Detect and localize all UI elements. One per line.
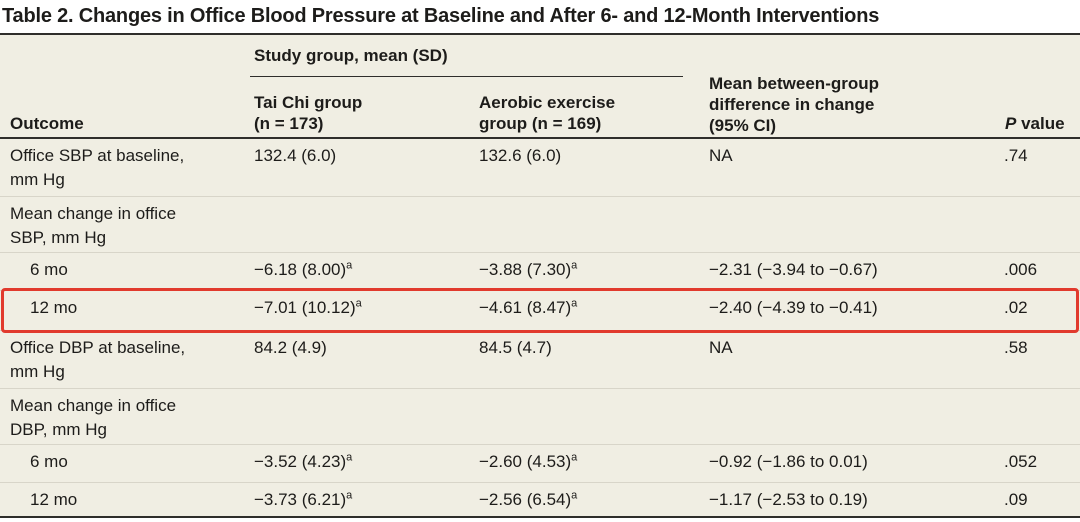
footnote-marker: a bbox=[571, 489, 578, 502]
difference-cell: NA bbox=[709, 338, 733, 357]
aerobic-cell: −3.88 (7.30)a bbox=[479, 259, 578, 279]
footnote-marker: a bbox=[346, 451, 353, 464]
footnote-marker: a bbox=[571, 451, 578, 464]
p-value-cell: .09 bbox=[1004, 490, 1028, 509]
table-row-dbp-12mo: 12 mo −3.73 (6.21)a −2.56 (6.54)a −1.17 … bbox=[0, 483, 1080, 516]
aerobic-cell: 84.5 (4.7) bbox=[479, 338, 552, 357]
footnote-marker: a bbox=[571, 297, 578, 310]
table-header: Study group, mean (SD) Mean between-grou… bbox=[0, 35, 1080, 139]
aerobic-cell: −2.60 (4.53)a bbox=[479, 451, 578, 471]
column-header-p-value: P value bbox=[1000, 113, 1080, 139]
footnote-marker: a bbox=[346, 489, 353, 502]
outcome-cell: Office DBP at baseline, mm Hg bbox=[10, 338, 186, 381]
table-row-sbp-6mo: 6 mo −6.18 (8.00)a −3.88 (7.30)a −2.31 (… bbox=[0, 253, 1080, 291]
difference-cell: NA bbox=[709, 146, 733, 165]
table-row-sbp-12mo: 12 mo −7.01 (10.12)a −4.61 (8.47)a −2.40… bbox=[0, 288, 1080, 333]
p-value-cell: .006 bbox=[1004, 260, 1038, 279]
footnote-marker: a bbox=[346, 259, 353, 272]
difference-cell bbox=[705, 389, 1000, 444]
column-header-tai-chi-group: Tai Chi group (n = 173) bbox=[254, 93, 363, 133]
p-value-italic-p: P bbox=[1005, 114, 1017, 133]
difference-cell: −0.92 (−1.86 to 0.01) bbox=[709, 452, 868, 471]
outcome-cell: Office SBP at baseline, mm Hg bbox=[10, 146, 185, 189]
aerobic-cell: 132.6 (6.0) bbox=[479, 146, 562, 165]
outcome-cell: Mean change in office SBP, mm Hg bbox=[10, 204, 177, 247]
p-value-cell: .052 bbox=[1004, 452, 1038, 471]
table-row-mean-change-dbp: Mean change in office DBP, mm Hg bbox=[0, 389, 1080, 445]
table-2: Study group, mean (SD) Mean between-grou… bbox=[0, 33, 1080, 518]
aerobic-cell bbox=[475, 389, 705, 444]
column-header-aerobic-exercise-group: Aerobic exercise group (n = 169) bbox=[479, 93, 616, 133]
aerobic-cell: −2.56 (6.54)a bbox=[479, 489, 578, 509]
difference-cell: −1.17 (−2.53 to 0.19) bbox=[709, 490, 868, 509]
difference-cell: −2.40 (−4.39 to −0.41) bbox=[709, 298, 878, 317]
p-value-cell bbox=[1000, 197, 1080, 252]
tai-chi-cell: −6.18 (8.00)a bbox=[254, 259, 353, 279]
table-title: Table 2. Changes in Office Blood Pressur… bbox=[2, 5, 880, 27]
table-row-office-dbp-baseline: Office DBP at baseline, mm Hg 84.2 (4.9)… bbox=[0, 331, 1080, 389]
p-value-cell bbox=[1000, 389, 1080, 444]
difference-cell bbox=[705, 197, 1000, 252]
tai-chi-cell: −3.73 (6.21)a bbox=[254, 489, 353, 509]
tai-chi-cell: 84.2 (4.9) bbox=[254, 338, 327, 357]
difference-cell: −2.31 (−3.94 to −0.67) bbox=[709, 260, 878, 279]
aerobic-cell: −4.61 (8.47)a bbox=[479, 297, 578, 317]
column-group-header-study-group: Study group, mean (SD) bbox=[250, 35, 683, 77]
table-row-office-sbp-baseline: Office SBP at baseline, mm Hg 132.4 (6.0… bbox=[0, 139, 1080, 197]
tai-chi-cell: −7.01 (10.12)a bbox=[254, 297, 362, 317]
tai-chi-cell: 132.4 (6.0) bbox=[254, 146, 337, 165]
footnote-marker: a bbox=[571, 259, 578, 272]
table-row-mean-change-sbp: Mean change in office SBP, mm Hg bbox=[0, 197, 1080, 253]
tai-chi-cell bbox=[250, 389, 475, 444]
aerobic-cell bbox=[475, 197, 705, 252]
column-header-between-group-difference: Mean between-group difference in change … bbox=[709, 74, 880, 135]
outcome-cell: 12 mo bbox=[30, 490, 78, 509]
tai-chi-cell: −3.52 (4.23)a bbox=[254, 451, 353, 471]
p-value-cell: .58 bbox=[1004, 338, 1028, 357]
p-value-cell: .74 bbox=[1004, 146, 1028, 165]
column-header-outcome: Outcome bbox=[10, 114, 84, 133]
outcome-cell: 6 mo bbox=[30, 452, 68, 471]
outcome-cell: 12 mo bbox=[30, 298, 78, 317]
outcome-cell: 6 mo bbox=[30, 260, 68, 279]
p-value-cell: .02 bbox=[1004, 298, 1028, 317]
outcome-cell: Mean change in office DBP, mm Hg bbox=[10, 396, 177, 439]
tai-chi-cell bbox=[250, 197, 475, 252]
table-row-dbp-6mo: 6 mo −3.52 (4.23)a −2.60 (4.53)a −0.92 (… bbox=[0, 445, 1080, 483]
p-value-rest: value bbox=[1016, 114, 1065, 133]
footnote-marker: a bbox=[355, 297, 362, 310]
